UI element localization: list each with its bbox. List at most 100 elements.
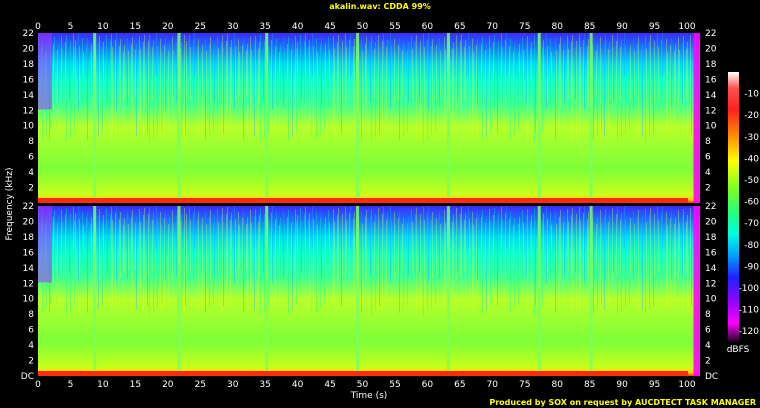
spectral-streak	[324, 224, 325, 304]
spectral-streak	[202, 45, 203, 136]
y-tick-label-right: 4	[705, 341, 711, 351]
spectral-streak	[687, 215, 688, 311]
tail-silence	[693, 33, 700, 203]
spectral-streak	[132, 37, 133, 141]
spectral-streak	[653, 221, 654, 306]
spectral-streak	[201, 52, 202, 97]
y-tick-label-right: 14	[705, 264, 717, 274]
spectral-streak	[468, 206, 469, 249]
spectral-streak	[616, 214, 617, 277]
spectral-streak	[194, 206, 195, 249]
spectral-streak	[365, 217, 366, 309]
spectral-streak	[227, 207, 228, 282]
spectral-streak	[493, 215, 494, 311]
spectral-streak	[353, 46, 354, 101]
spectral-streak	[365, 44, 366, 136]
spectral-streak	[75, 40, 76, 105]
spectral-streak	[112, 47, 113, 134]
spectral-streak	[625, 46, 626, 135]
spectral-streak	[338, 35, 339, 109]
spectral-streak	[588, 212, 589, 279]
spectral-streak	[419, 221, 420, 272]
y-tick-label-left: 4	[28, 341, 34, 351]
spectral-streak	[148, 214, 149, 277]
y-tick-label-left: 2	[28, 184, 34, 194]
y-tick-label-left: 20	[23, 217, 35, 227]
spectral-streak	[177, 36, 178, 142]
spectral-streak	[481, 44, 482, 102]
y-tick-label-left: 16	[23, 248, 35, 258]
spectral-streak	[654, 214, 655, 277]
spectral-streak	[66, 35, 67, 143]
spectral-streak	[87, 38, 88, 140]
colorbar-tick-label: -120	[739, 327, 760, 337]
spectral-streak	[223, 48, 224, 133]
spectral-streak	[453, 215, 454, 277]
spectral-streak	[98, 43, 99, 137]
spectral-streak	[213, 50, 214, 132]
spectral-streak	[160, 39, 161, 140]
spectral-streak	[629, 225, 630, 304]
spectral-streak	[231, 40, 232, 105]
spectral-streak	[411, 36, 412, 108]
spectral-streak	[176, 43, 177, 103]
transient-line	[356, 206, 360, 376]
spectral-streak	[412, 222, 413, 272]
spectral-streak	[221, 215, 222, 277]
spectral-streak	[190, 47, 191, 100]
intro-fade	[38, 33, 52, 110]
x-tick-label-bottom: 90	[616, 380, 628, 390]
spectral-streak	[436, 218, 437, 275]
spectral-streak	[523, 223, 524, 271]
spectral-streak	[464, 47, 465, 100]
spectral-streak	[309, 213, 310, 312]
spectral-streak	[246, 51, 247, 97]
spectral-streak	[243, 38, 244, 140]
spectral-streak	[259, 215, 260, 277]
spectral-streak	[502, 220, 503, 273]
spectral-streak	[601, 50, 602, 132]
spectral-streak	[209, 217, 210, 309]
spectral-streak	[222, 208, 223, 316]
tail-silence	[693, 206, 700, 376]
spectral-streak	[542, 220, 543, 307]
spectral-streak	[683, 209, 684, 315]
spectral-streak	[482, 37, 483, 141]
spectral-streak	[687, 42, 688, 138]
spectral-streak	[530, 222, 531, 272]
spectral-streak	[210, 210, 211, 280]
spectral-streak	[325, 44, 326, 102]
colorbar-tick-label: -40	[744, 154, 759, 164]
spectral-streak	[612, 35, 613, 109]
spectral-streak	[99, 36, 100, 108]
spectral-streak	[276, 212, 277, 279]
spectral-streak	[295, 36, 296, 142]
spectral-streak	[551, 52, 552, 97]
spectral-streak	[402, 51, 403, 97]
spectral-streak	[567, 209, 568, 281]
spectral-streak	[82, 212, 83, 279]
spectral-streak	[173, 223, 174, 271]
spectral-streak	[316, 212, 317, 313]
y-tick-label-right: 10	[705, 122, 717, 132]
spectral-streak	[186, 214, 187, 277]
spectral-streak	[268, 47, 269, 134]
spectral-streak	[115, 40, 116, 139]
spectral-streak	[620, 47, 621, 100]
spectral-streak	[152, 47, 153, 100]
spectral-streak	[509, 46, 510, 101]
spectral-streak	[646, 49, 647, 133]
transient-line	[265, 33, 269, 203]
spectral-streak	[308, 47, 309, 100]
spectral-streak	[65, 42, 66, 104]
spectral-streak	[601, 223, 602, 305]
spectral-streak	[391, 46, 392, 101]
spectral-streak	[375, 42, 376, 138]
spectral-streak	[173, 50, 174, 98]
spectral-streak	[362, 51, 363, 131]
spectral-streak	[642, 216, 643, 310]
spectral-streak	[205, 38, 206, 140]
spectral-streak	[103, 215, 104, 277]
spectral-streak	[349, 40, 350, 105]
spectral-streak	[473, 225, 474, 304]
